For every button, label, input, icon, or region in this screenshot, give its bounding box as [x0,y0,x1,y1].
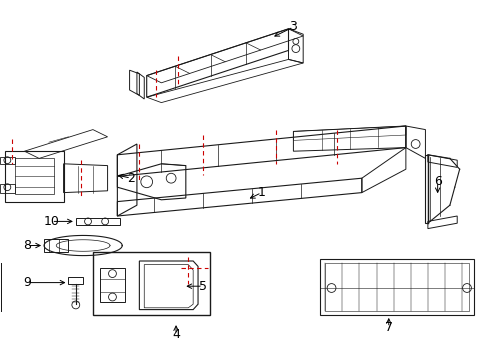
Text: 6: 6 [433,175,441,188]
Text: 8: 8 [23,239,31,252]
Bar [93,252,210,315]
Bar [325,263,468,311]
Text: 3: 3 [289,21,297,33]
Text: 4: 4 [172,328,180,341]
Bar [320,259,473,315]
Text: 5: 5 [199,280,206,293]
Text: 7: 7 [384,321,392,334]
Text: 2: 2 [127,172,135,185]
Text: 10: 10 [43,215,59,228]
Text: 1: 1 [257,186,265,199]
Text: 9: 9 [23,276,31,289]
